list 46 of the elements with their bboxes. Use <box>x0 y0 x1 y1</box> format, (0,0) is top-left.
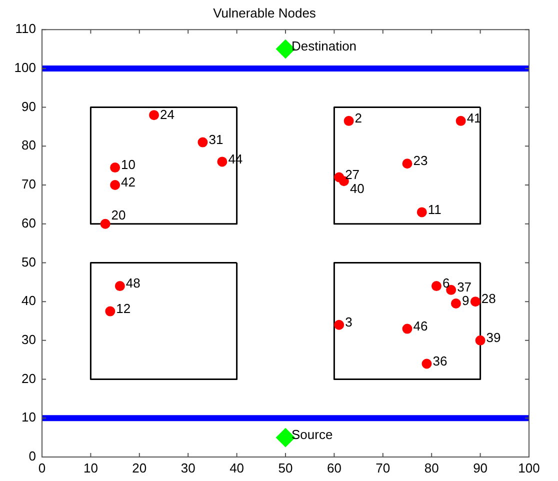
y-tick-label: 100 <box>14 60 36 76</box>
annotation: 11 <box>428 202 442 217</box>
y-tick-label: 90 <box>22 98 36 114</box>
y-tick-label: 10 <box>22 410 36 425</box>
annotation: 46 <box>413 318 428 334</box>
y-tick-label: 20 <box>22 370 36 386</box>
annotation: Source <box>292 427 333 442</box>
annotation: 37 <box>457 280 472 295</box>
annotation: 27 <box>345 166 360 182</box>
annotation: 2 <box>354 110 362 126</box>
x-tick-label: 20 <box>132 460 147 476</box>
annotation: 24 <box>160 106 174 122</box>
y-tick-label: 110 <box>15 21 36 36</box>
x-tick-label: 80 <box>424 460 439 476</box>
annotation: 40 <box>350 180 364 196</box>
y-tick-label: 50 <box>22 254 36 270</box>
annotation: 12 <box>116 300 131 316</box>
x-tick-label: 50 <box>278 460 293 476</box>
annotation: 39 <box>486 330 501 346</box>
y-tick-label: 60 <box>22 215 36 230</box>
x-tick-label: 60 <box>326 460 342 476</box>
x-tick-label: 90 <box>473 460 488 476</box>
annotation: 6 <box>442 276 450 291</box>
annotation: 36 <box>432 353 448 368</box>
annotation: 23 <box>413 153 428 168</box>
annotation: 31 <box>208 132 224 147</box>
annotation: Destination <box>292 38 357 54</box>
y-tick-label: 0 <box>28 448 36 464</box>
y-tick-label: 70 <box>22 176 36 192</box>
annotation: 20 <box>111 207 126 222</box>
x-tick-label: 10 <box>83 460 98 476</box>
y-tick-label: 80 <box>22 138 36 153</box>
x-tick-label: 40 <box>230 460 244 476</box>
annotation: 9 <box>462 293 470 308</box>
annotation: 10 <box>121 157 136 172</box>
x-tick-label: 100 <box>518 460 540 476</box>
chart-title: Vulnerable Nodes <box>213 5 316 20</box>
x-tick-label: 70 <box>376 460 390 476</box>
annotation: 42 <box>121 174 136 190</box>
annotation: 3 <box>345 314 352 330</box>
y-tick-label: 30 <box>22 332 36 348</box>
annotation: 48 <box>126 276 140 291</box>
annotation: 28 <box>481 291 496 306</box>
x-tick-label: 0 <box>38 460 46 476</box>
y-tick-label: 40 <box>22 293 36 308</box>
x-tick-label: 30 <box>180 460 196 476</box>
